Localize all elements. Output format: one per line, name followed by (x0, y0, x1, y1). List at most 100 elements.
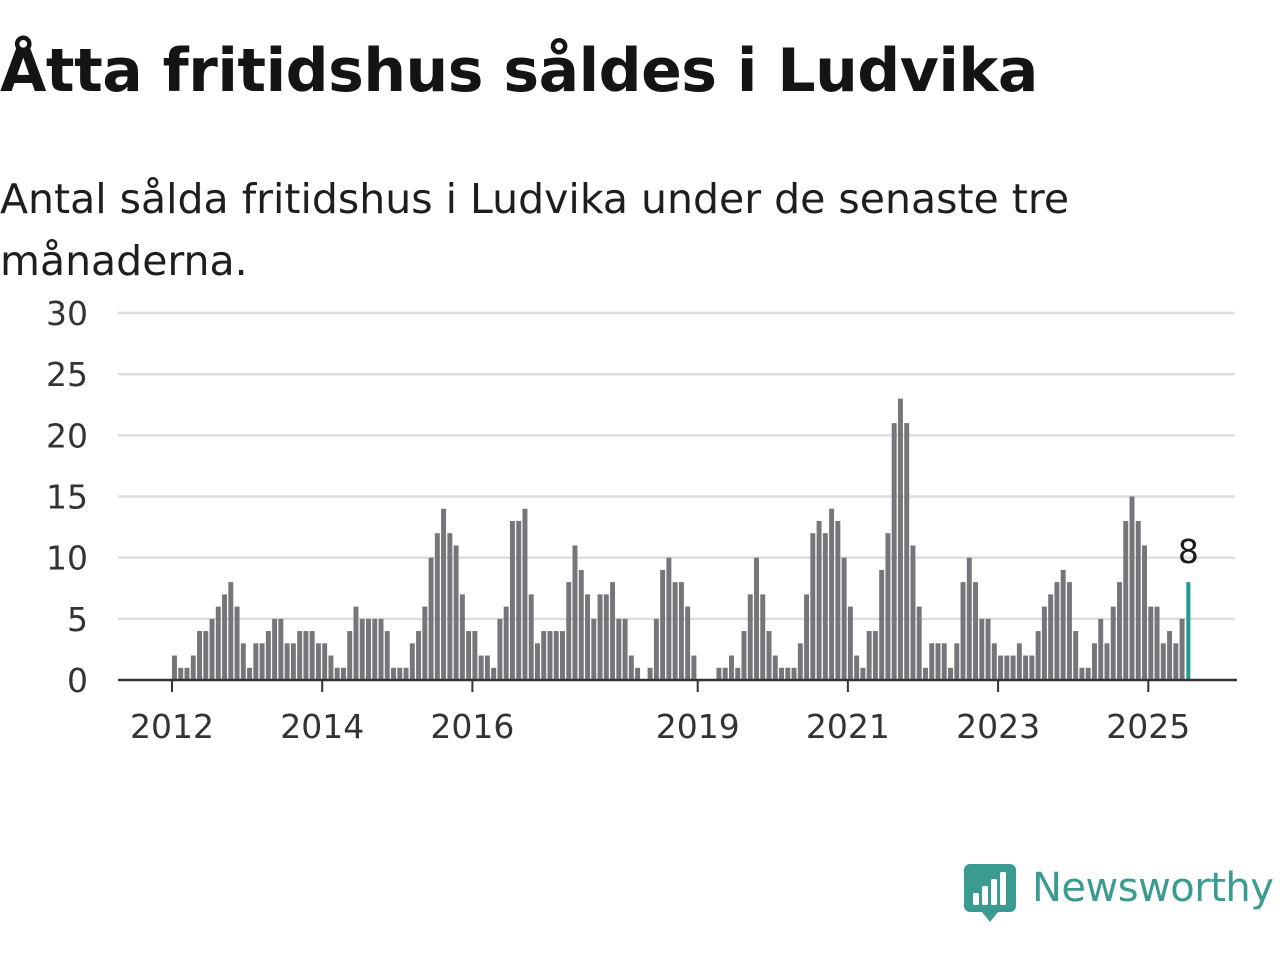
bar (340, 667, 346, 680)
bar (466, 631, 472, 680)
bar (816, 520, 822, 680)
bar (716, 667, 722, 680)
bar (585, 594, 591, 680)
x-tick-label: 2014 (280, 707, 364, 746)
newsworthy-logo-icon (964, 864, 1016, 922)
bar (1085, 667, 1091, 680)
x-tick-label: 2019 (656, 707, 740, 746)
bar (1123, 520, 1129, 680)
bar (541, 631, 547, 680)
bar (215, 606, 221, 680)
bar (1142, 545, 1147, 680)
bar (1023, 655, 1029, 680)
bar (247, 667, 253, 680)
bar (378, 618, 384, 680)
bar (835, 520, 841, 680)
bar (234, 606, 240, 680)
bar (409, 643, 415, 680)
x-tick-label: 2023 (956, 707, 1040, 746)
bar (603, 594, 609, 680)
bar (1060, 569, 1066, 680)
bar (741, 631, 747, 680)
bar (459, 594, 465, 680)
bar (534, 643, 540, 680)
bar (172, 655, 177, 680)
bar (1179, 618, 1185, 680)
bar (647, 667, 653, 680)
bar (197, 631, 202, 680)
highlight-value-label: 8 (1178, 532, 1199, 571)
x-axis-ticks: 2012 2014 2016 2019 2021 2023 2025 (130, 680, 1190, 746)
bar (578, 569, 584, 680)
bar (1073, 631, 1079, 680)
y-axis-ticks: 0 5 10 15 20 25 30 (46, 294, 88, 700)
bar (628, 655, 634, 680)
bar (328, 655, 334, 680)
bar (966, 557, 972, 680)
bar (509, 520, 515, 680)
bar (1167, 631, 1173, 680)
bar (259, 643, 265, 680)
bar (616, 618, 622, 680)
bar (453, 545, 459, 680)
bar (854, 655, 860, 680)
bar (1154, 606, 1160, 680)
bar (309, 631, 315, 680)
bar (929, 643, 935, 680)
bar (315, 643, 321, 680)
bar (322, 643, 328, 680)
y-tick-label: 10 (46, 539, 88, 578)
bar (1135, 520, 1141, 680)
bar (372, 618, 378, 680)
bar (1079, 667, 1085, 680)
bar (760, 594, 766, 680)
bar (722, 667, 728, 680)
bar (428, 557, 434, 680)
bar (785, 667, 791, 680)
bar (810, 533, 816, 680)
bar (1104, 643, 1110, 680)
bar (1029, 655, 1035, 680)
y-tick-label: 5 (67, 600, 88, 639)
bar (1173, 643, 1179, 680)
bar (297, 631, 303, 680)
bar (653, 618, 659, 680)
bar (822, 533, 828, 680)
bar (860, 667, 866, 680)
bar (910, 545, 916, 680)
bar (434, 533, 440, 680)
bar (203, 631, 209, 680)
y-tick-label: 25 (46, 355, 88, 394)
bar (916, 606, 922, 680)
bar (272, 618, 278, 680)
bar (209, 618, 215, 680)
y-tick-label: 15 (46, 478, 88, 517)
bar (1117, 582, 1122, 680)
bar (547, 631, 553, 680)
bar (985, 618, 991, 680)
bar (791, 667, 797, 680)
bar (366, 618, 371, 680)
bar (728, 655, 734, 680)
bar (1004, 655, 1010, 680)
bar (747, 594, 753, 680)
bar (441, 508, 447, 680)
y-tick-label: 30 (46, 294, 88, 333)
bar (766, 631, 772, 680)
bar (190, 655, 196, 680)
brand: Newsworthy (964, 864, 1274, 924)
bar (222, 594, 228, 680)
bar (1035, 631, 1041, 680)
bar (228, 582, 234, 680)
x-tick-label: 2021 (806, 707, 890, 746)
bar (416, 631, 422, 680)
bar (735, 667, 741, 680)
bar (253, 643, 259, 680)
data-labels: 8 (1178, 532, 1199, 571)
bar (334, 667, 340, 680)
bar (672, 582, 678, 680)
y-tick-label: 0 (67, 661, 88, 700)
bar (891, 423, 897, 680)
bar (622, 618, 628, 680)
bar (1148, 606, 1154, 680)
